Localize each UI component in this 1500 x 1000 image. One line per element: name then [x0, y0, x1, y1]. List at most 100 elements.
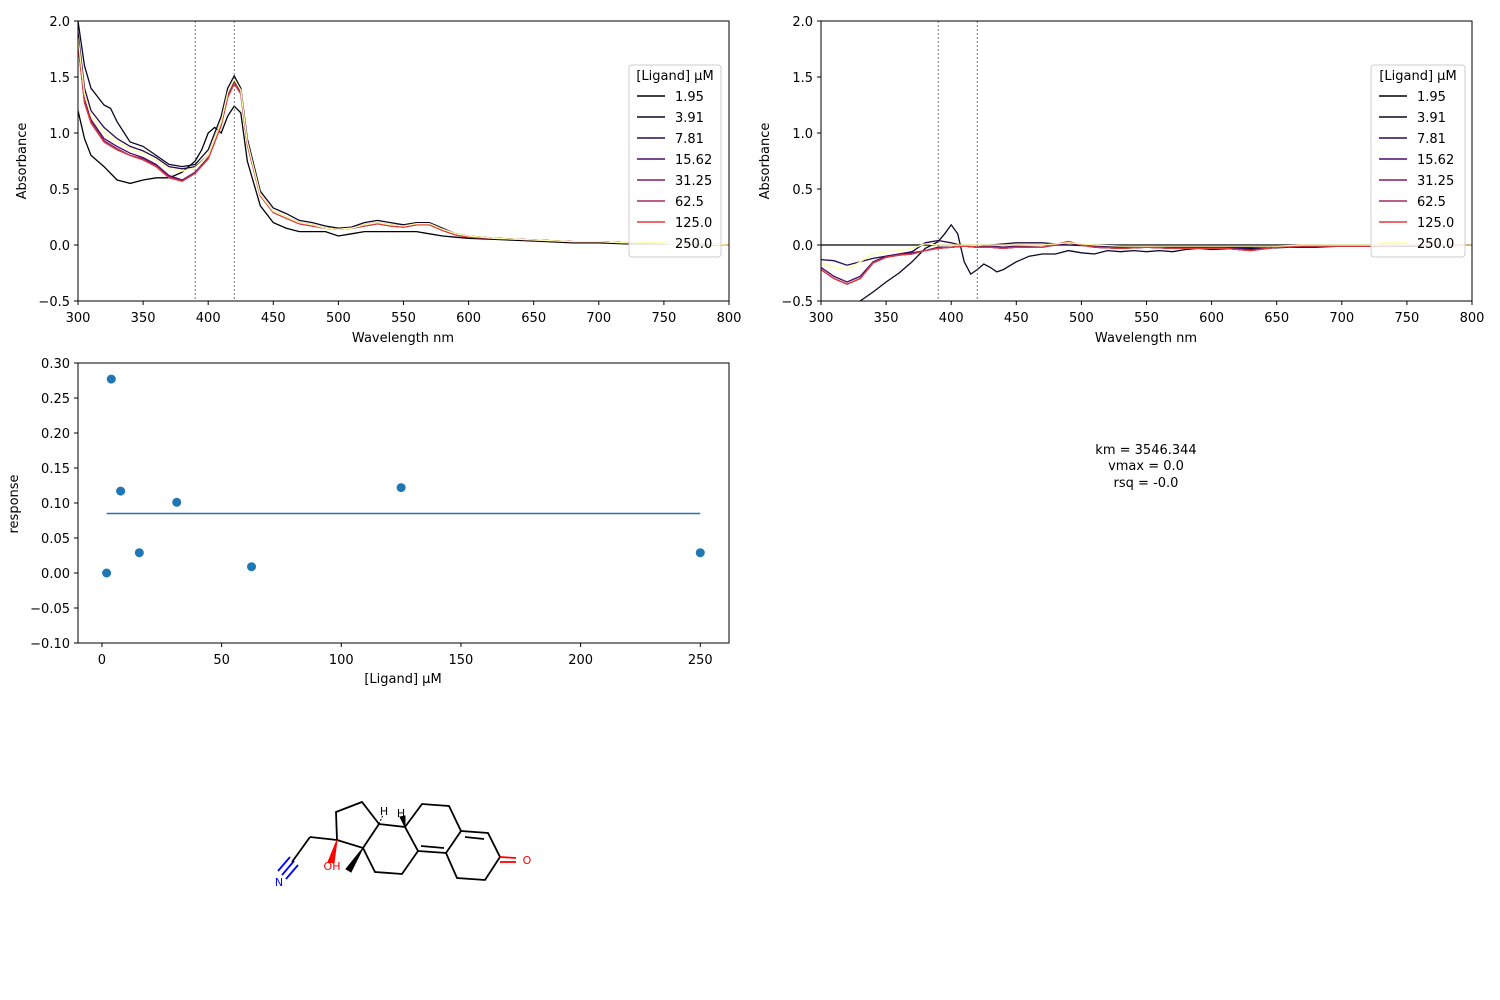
legend-label: 3.91 [1417, 111, 1446, 126]
response-point [134, 548, 144, 558]
raw-spectra-panel: 300 350 400 450 500 550 600 650 700 750 800 −0.5 0.… [15, 15, 741, 346]
response-point [247, 562, 257, 572]
y-tick-label: 0.20 [41, 427, 70, 442]
y-tick-label: 0.25 [41, 392, 70, 407]
fit-stats: km = 3546.344 vmax = 0.0 rsq = -0.0 [1095, 443, 1196, 491]
series-line-250.0 [821, 242, 1472, 271]
ring-d [335, 800, 381, 850]
response-point [172, 497, 182, 507]
x-tick-label: 650 [1264, 311, 1289, 326]
y-tick-label: 1.5 [49, 71, 70, 86]
y-tick-label: 0.0 [792, 239, 813, 254]
molecule-atom-labels: N OH O H H [275, 805, 532, 889]
x-tick-label: 600 [456, 311, 481, 326]
series-line-250.0 [78, 37, 729, 246]
fit-stat-km: km = 3546.344 [1095, 443, 1196, 458]
y-tick-label: −0.05 [30, 602, 70, 617]
raw-spectra-legend: [Ligand] µM 1.95 3.91 7.81 15.62 31.25 62.5 125… [628, 64, 722, 258]
legend-title: [Ligand] µM [636, 69, 713, 84]
y-tick-label: 0.10 [41, 497, 70, 512]
response-fit-panel: 0 50 100 150 200 250 −0.10 −0.05 0.00 0.05 0.10 0.… [7, 357, 730, 687]
difference-spectra-y-label: Absorbance [758, 123, 773, 200]
x-tick-label: 350 [874, 311, 899, 326]
y-tick-label: 0.15 [41, 462, 70, 477]
stereo-hash-1 [378, 814, 384, 825]
x-tick-label: 700 [586, 311, 611, 326]
response-y-label: response [7, 474, 22, 533]
y-tick-label: −0.10 [30, 637, 70, 652]
legend-label: 15.62 [1417, 153, 1454, 168]
methyl-wedge [345, 847, 364, 873]
legend-label: 15.62 [675, 153, 712, 168]
y-tick-label: 0.5 [792, 183, 813, 198]
y-tick-label: 1.5 [792, 71, 813, 86]
x-tick-label: 300 [809, 311, 834, 326]
atom-label-nitrogen: N [275, 876, 283, 889]
difference-spectra-reference-lines [937, 21, 978, 301]
x-tick-label: 800 [1460, 311, 1485, 326]
raw-spectra-reference-lines [194, 21, 235, 301]
nitrile-triple-bond-a [281, 860, 295, 876]
carbonyl-bond-a [499, 856, 517, 859]
difference-spectra-legend: [Ligand] µM 1.95 3.91 7.81 15.62 31.25 62.5 125… [1370, 64, 1466, 258]
fit-stat-vmax: vmax = 0.0 [1108, 459, 1184, 474]
ring-b [404, 803, 463, 854]
x-tick-label: 300 [66, 311, 91, 326]
x-tick-label: 750 [651, 311, 676, 326]
y-tick-label: −0.5 [781, 295, 813, 310]
legend-label: 125.0 [675, 216, 712, 231]
x-tick-label: 550 [391, 311, 416, 326]
x-tick-label: 400 [196, 311, 221, 326]
response-point [116, 486, 126, 496]
y-tick-label: 1.0 [792, 127, 813, 142]
x-tick-label: 0 [98, 653, 106, 668]
response-x-ticks: 0 50 100 150 200 250 [98, 643, 713, 668]
difference-spectra-lines [821, 223, 1472, 301]
difference-spectra-panel: 300 350 400 450 500 550 600 650 700 750 800 −0.5 0.… [758, 15, 1484, 346]
x-tick-label: 700 [1329, 311, 1354, 326]
response-point [106, 374, 116, 384]
legend-label: 7.81 [675, 132, 704, 147]
legend-label: 3.91 [675, 111, 704, 126]
x-tick-label: 450 [261, 311, 286, 326]
bond [309, 836, 338, 841]
x-tick-label: 500 [1069, 311, 1094, 326]
ring-c [362, 823, 420, 875]
response-x-label: [Ligand] µM [364, 672, 441, 687]
x-tick-label: 250 [688, 653, 713, 668]
raw-spectra-x-ticks: 300 350 400 450 500 550 600 650 700 750 800 [66, 301, 742, 326]
x-tick-label: 100 [329, 653, 354, 668]
x-tick-label: 750 [1394, 311, 1419, 326]
x-tick-label: 650 [521, 311, 546, 326]
y-tick-label: 0.30 [41, 357, 70, 372]
x-tick-label: 350 [131, 311, 156, 326]
y-tick-label: 0.05 [41, 532, 70, 547]
raw-spectra-y-ticks: −0.5 0.0 0.5 1.0 1.5 2.0 [38, 15, 78, 310]
difference-spectra-y-ticks: −0.5 0.0 0.5 1.0 1.5 2.0 [781, 15, 821, 310]
hydroxyl-wedge [327, 839, 338, 864]
legend-box [628, 64, 722, 258]
double-bond [420, 845, 445, 849]
x-tick-label: 800 [717, 311, 742, 326]
legend-label: 62.5 [675, 195, 704, 210]
difference-spectra-x-ticks: 300 350 400 450 500 550 600 650 700 750 800 [809, 301, 1485, 326]
legend-label: 1.95 [1417, 90, 1446, 105]
molecule-structure [277, 800, 517, 881]
legend-label: 250.0 [1417, 237, 1454, 252]
x-tick-label: 500 [326, 311, 351, 326]
response-point [102, 568, 112, 578]
response-point [695, 548, 705, 558]
y-tick-label: 2.0 [792, 15, 813, 30]
legend-label: 31.25 [675, 174, 712, 189]
x-tick-label: 450 [1004, 311, 1029, 326]
x-tick-label: 550 [1134, 311, 1159, 326]
x-tick-label: 150 [449, 653, 474, 668]
y-tick-label: 1.0 [49, 127, 70, 142]
y-tick-label: 0.5 [49, 183, 70, 198]
x-tick-label: 50 [213, 653, 230, 668]
response-y-ticks: −0.10 −0.05 0.00 0.05 0.10 0.15 0.20 0.25 0.30 [30, 357, 78, 652]
legend-title: [Ligand] µM [1379, 69, 1456, 84]
nitrile-triple-bond-b [285, 864, 299, 880]
atom-label-hydroxyl: OH [324, 860, 341, 873]
